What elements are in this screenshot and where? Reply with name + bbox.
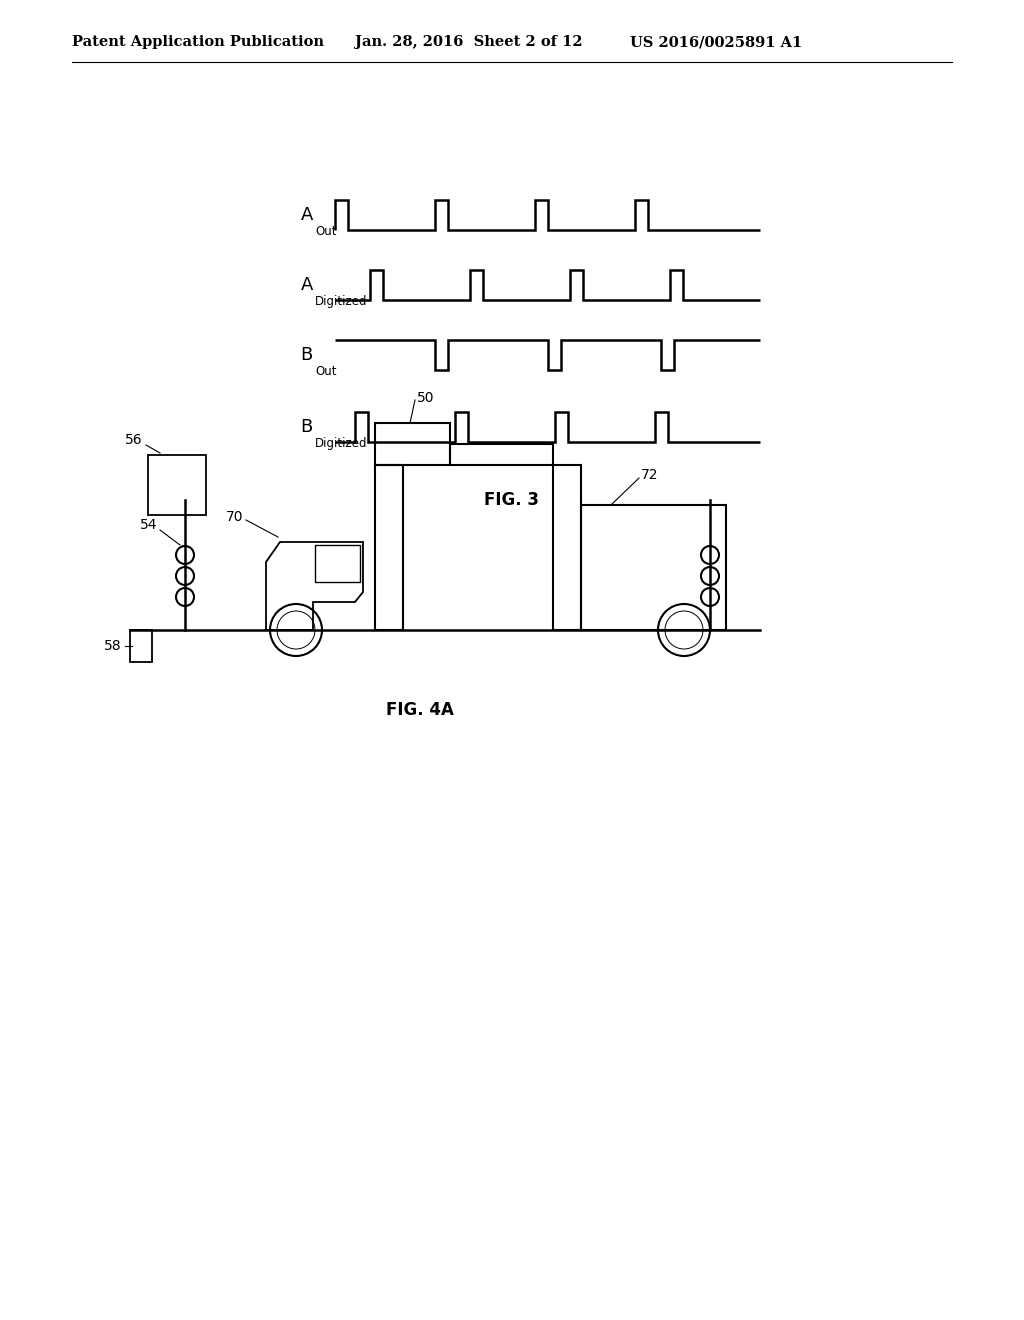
- Bar: [130, 630, 152, 663]
- Text: Digitized: Digitized: [315, 437, 368, 450]
- Text: Patent Application Publication: Patent Application Publication: [72, 36, 324, 49]
- Text: 72: 72: [641, 469, 658, 482]
- Text: A: A: [301, 276, 313, 294]
- Text: 56: 56: [125, 433, 143, 447]
- Text: Digitized: Digitized: [315, 294, 368, 308]
- Text: 50: 50: [417, 391, 434, 405]
- Text: A: A: [301, 206, 313, 224]
- Bar: [375, 422, 450, 465]
- Text: Jan. 28, 2016  Sheet 2 of 12: Jan. 28, 2016 Sheet 2 of 12: [355, 36, 583, 49]
- Text: Out: Out: [315, 224, 337, 238]
- Bar: [581, 506, 726, 630]
- Text: Out: Out: [315, 366, 337, 378]
- Bar: [450, 444, 553, 465]
- Text: 54: 54: [139, 517, 157, 532]
- Text: 58: 58: [104, 639, 122, 653]
- Bar: [148, 455, 206, 515]
- Text: B: B: [301, 346, 313, 364]
- Text: B: B: [301, 418, 313, 436]
- Text: US 2016/0025891 A1: US 2016/0025891 A1: [630, 36, 802, 49]
- Text: FIG. 4A: FIG. 4A: [386, 701, 454, 719]
- Bar: [375, 465, 403, 630]
- Text: 70: 70: [225, 510, 243, 524]
- Text: FIG. 3: FIG. 3: [484, 491, 540, 510]
- Bar: [553, 465, 581, 630]
